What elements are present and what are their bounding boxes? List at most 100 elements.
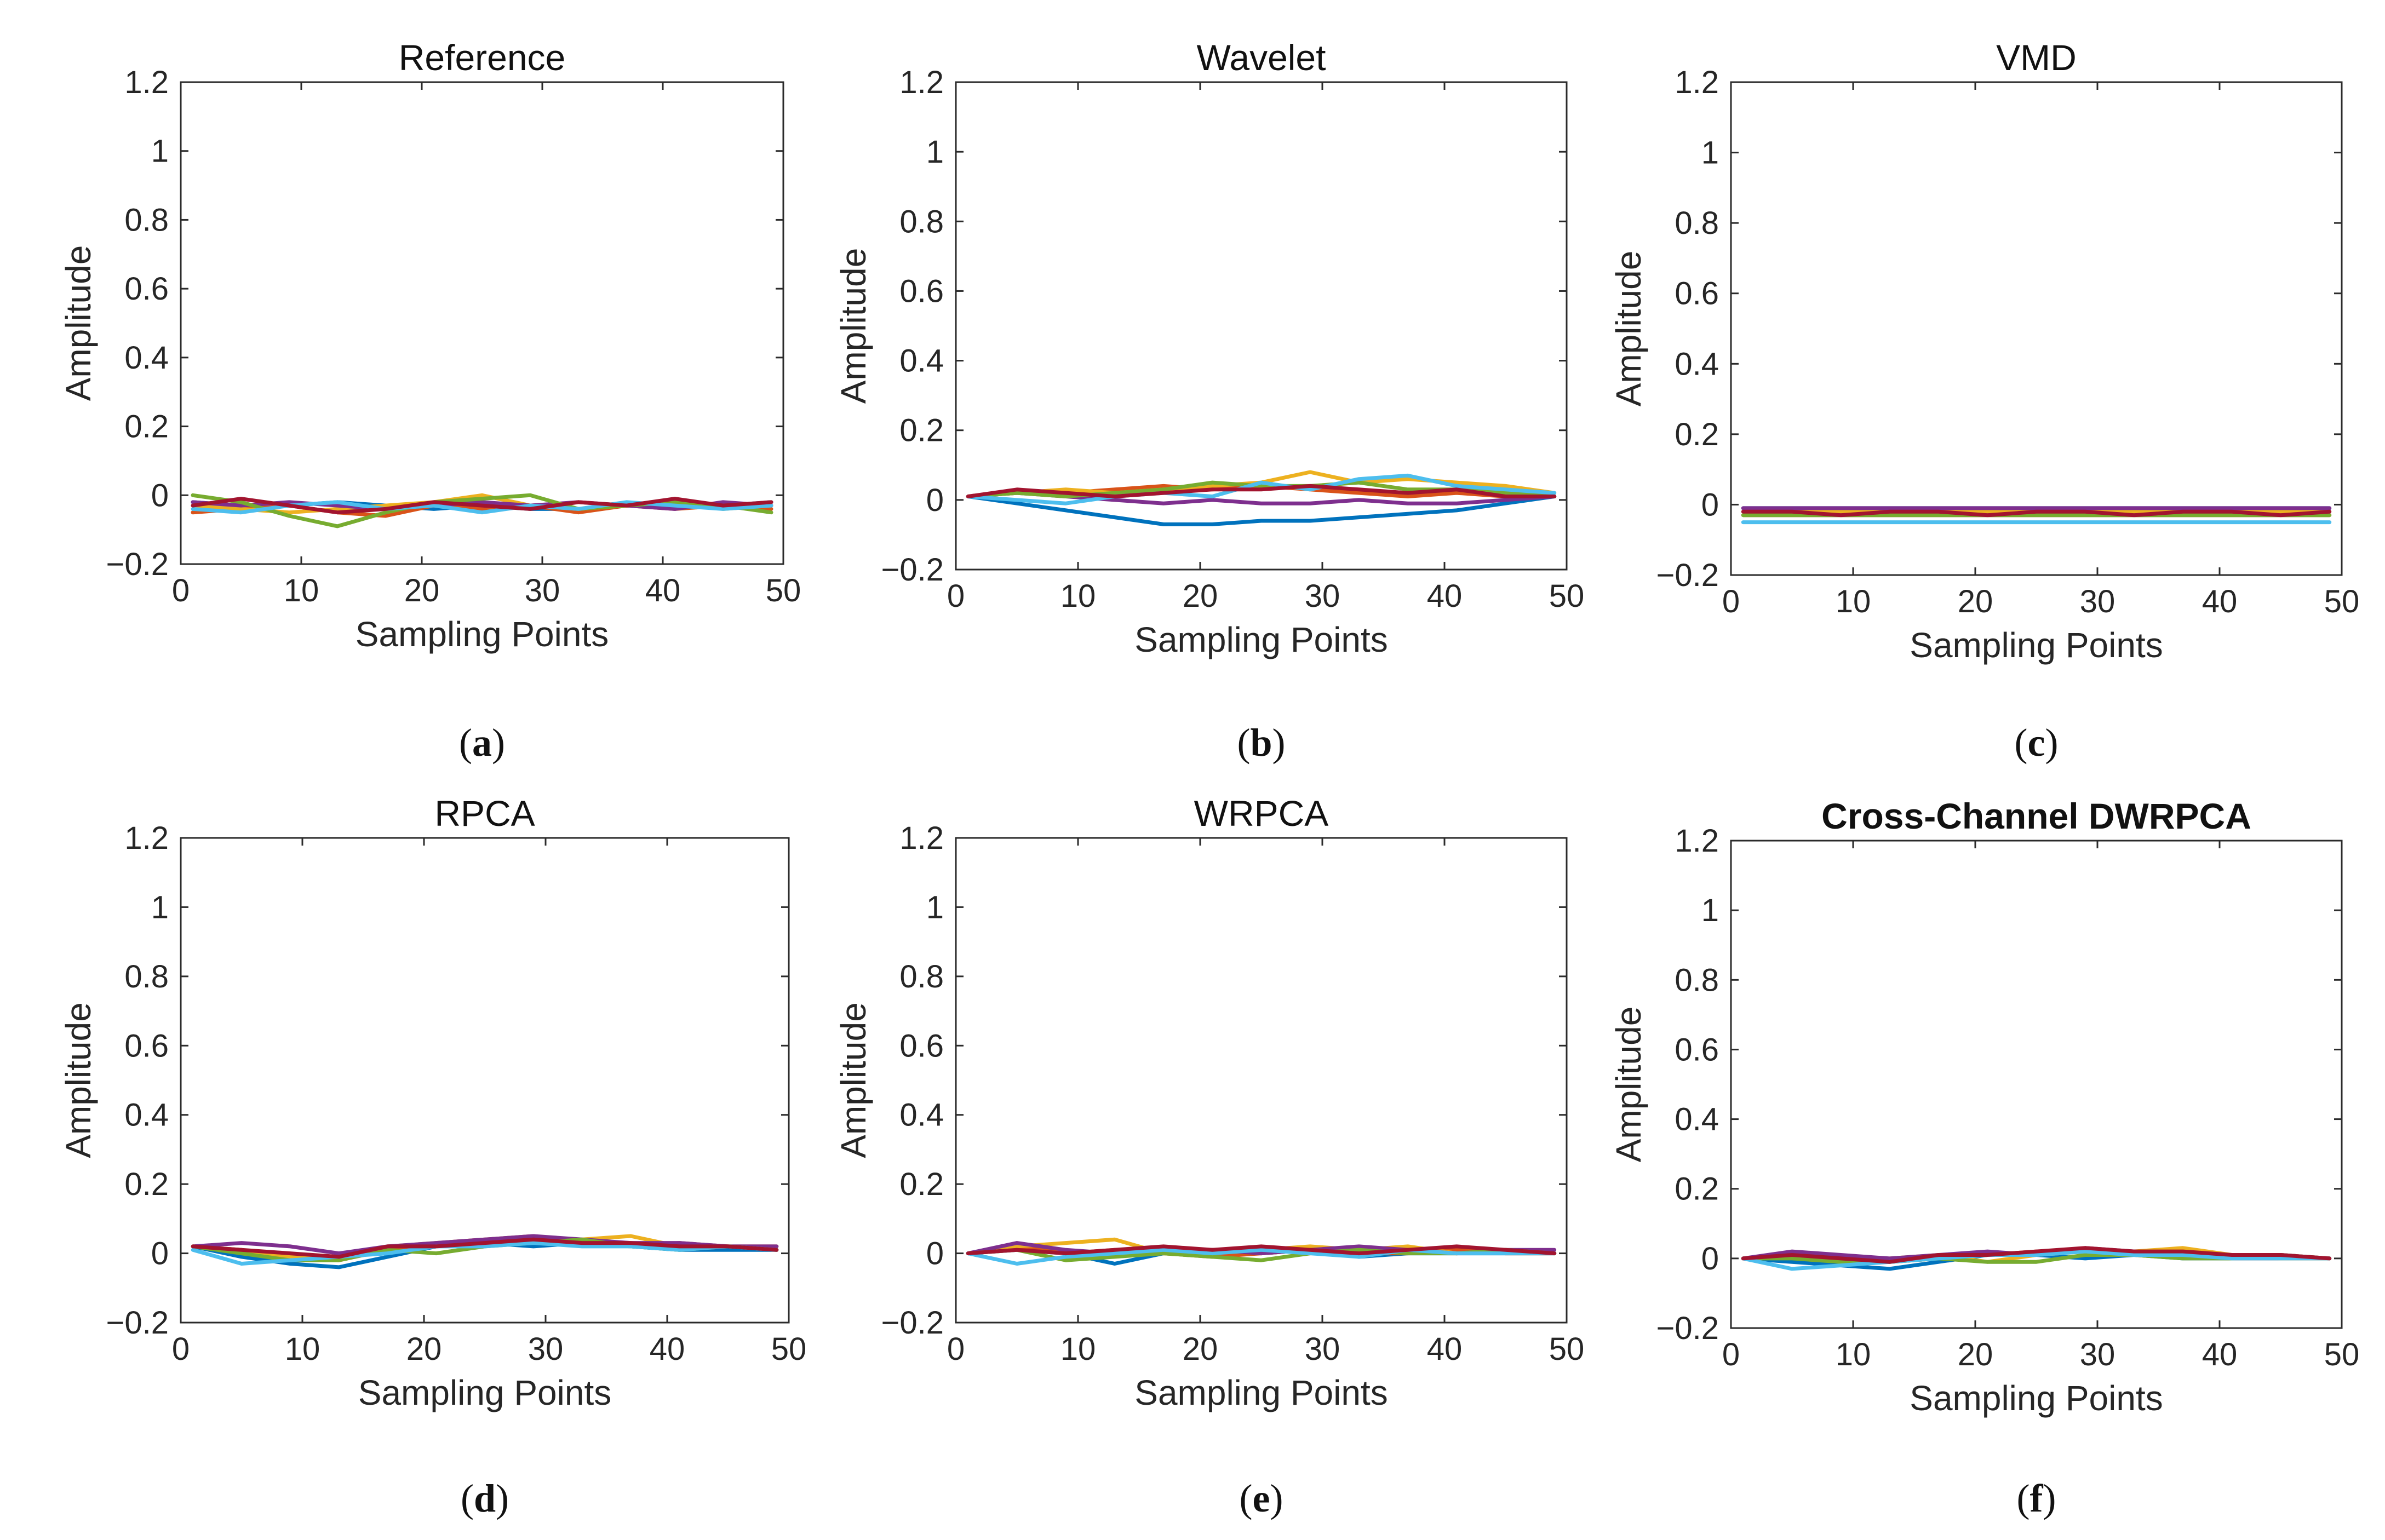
panel-f-title: Cross-Channel DWRPCA bbox=[1821, 796, 2251, 836]
panel-a-series-line-ch5 bbox=[191, 493, 773, 528]
panel-d-x-tick-label: 30 bbox=[528, 1331, 564, 1367]
panel-e-x-tick-label: 0 bbox=[947, 1331, 965, 1367]
panel-f-y-tick-label: 1 bbox=[1701, 893, 1719, 928]
panel-f-series-line-ch7 bbox=[1741, 1246, 2332, 1264]
panel-e-axes-box bbox=[955, 837, 1568, 1324]
panel-b-caption-letter: b bbox=[1250, 721, 1272, 765]
panel-b-series-line-ch6 bbox=[966, 473, 1557, 505]
panel-b-y-axis-label: Amplitude bbox=[834, 248, 873, 404]
panel-b-axes-box bbox=[955, 81, 1568, 571]
panel-a-series-line-ch4 bbox=[191, 500, 773, 511]
panel-e: 0 10 20 30 40 50−0.200.20.40.60.811.2WRPCASam… bbox=[834, 793, 1584, 1520]
panel-e-y-tick-label: 0.6 bbox=[899, 1028, 944, 1064]
panel-e-y-tick-label: 0.4 bbox=[899, 1097, 944, 1133]
panel-e-y-tick-label: 1 bbox=[926, 889, 944, 925]
panel-c-caption-letter: c bbox=[2028, 721, 2045, 765]
panel-c-x-axis-label: Sampling Points bbox=[1910, 625, 2163, 665]
panel-e-series-line-ch6 bbox=[966, 1248, 1557, 1266]
panel-a-x-tick-label: 40 bbox=[645, 573, 681, 608]
panel-f-axes-box bbox=[1730, 840, 2343, 1329]
panel-a-x-tick-label: 30 bbox=[525, 573, 560, 608]
panel-d-x-tick-label: 0 bbox=[172, 1331, 190, 1367]
panel-d-x-tick-label: 10 bbox=[285, 1331, 320, 1367]
panel-c-series-line-ch7 bbox=[1741, 509, 2332, 518]
panel-a-x-axis-label: Sampling Points bbox=[356, 614, 609, 654]
panel-c-title: VMD bbox=[1996, 37, 2077, 78]
panel-d-x-axis-label: Sampling Points bbox=[358, 1373, 611, 1412]
panel-f-caption: (f) bbox=[2017, 1476, 2056, 1520]
panel-d-y-tick-label: 0.8 bbox=[124, 959, 169, 995]
panel-f-y-tick-label: 0.2 bbox=[1675, 1171, 1719, 1207]
panel-c-axes-box bbox=[1730, 81, 2343, 576]
panel-c-y-tick-label: 0.8 bbox=[1675, 205, 1719, 241]
panel-b-x-tick-label: 50 bbox=[1549, 578, 1585, 614]
panel-e-y-tick-label: 0 bbox=[926, 1236, 944, 1272]
panel-e-y-axis-label: Amplitude bbox=[834, 1002, 873, 1158]
panel-f-x-tick-label: 20 bbox=[1958, 1337, 1993, 1372]
panel-d-y-tick-label: 0.4 bbox=[124, 1097, 169, 1133]
panel-d-axes-box bbox=[180, 837, 790, 1324]
panel-b-y-tick-label: 0.6 bbox=[899, 273, 944, 309]
panel-f-x-axis-label: Sampling Points bbox=[1910, 1378, 2163, 1418]
panel-a-axes-box bbox=[180, 81, 784, 565]
panel-d-series-line-ch6 bbox=[191, 1241, 779, 1266]
panel-e-y-tick-label: 0.8 bbox=[899, 959, 944, 995]
panel-f-y-tick-label: 0.6 bbox=[1675, 1032, 1719, 1067]
panel-b-title: Wavelet bbox=[1197, 37, 1326, 78]
panel-e-series-line-ch7 bbox=[966, 1244, 1557, 1256]
panel-a-y-tick-label: 1 bbox=[151, 134, 169, 169]
panel-a-caption: (a) bbox=[459, 721, 505, 765]
panel-e-caption-letter: e bbox=[1253, 1476, 1270, 1520]
panel-f-x-tick-label: 10 bbox=[1836, 1337, 1871, 1372]
panel-e-y-tick-label: 0.2 bbox=[899, 1167, 944, 1202]
panel-b-y-tick-label: 1 bbox=[926, 134, 944, 170]
panel-c-x-tick-label: 20 bbox=[1958, 584, 1993, 619]
panel-d-caption-letter: d bbox=[474, 1476, 496, 1520]
panel-f-x-tick-label: 40 bbox=[2202, 1337, 2238, 1372]
panel-f-x-tick-label: 30 bbox=[2080, 1337, 2115, 1372]
panel-a-y-tick-label: 0 bbox=[151, 478, 169, 513]
panel-f: 0 10 20 30 40 50−0.200.20.40.60.811.2Cross-Ch… bbox=[1609, 796, 2359, 1520]
panel-c-y-tick-label: 0 bbox=[1701, 487, 1719, 522]
panel-d-x-tick-label: 40 bbox=[650, 1331, 685, 1367]
panel-b-series-line-ch7 bbox=[966, 484, 1557, 498]
panel-a-title: Reference bbox=[399, 37, 566, 78]
panel-a-caption-letter: a bbox=[472, 721, 492, 765]
panel-b-y-tick-label: 1.2 bbox=[899, 65, 944, 100]
panel-d-y-tick-label: 1.2 bbox=[124, 820, 169, 856]
panel-a: 0 10 20 30 40 50−0.200.20.40.60.811.2Referenc… bbox=[59, 37, 801, 765]
panel-c-caption: (c) bbox=[2015, 721, 2059, 765]
panel-d-x-tick-label: 20 bbox=[406, 1331, 442, 1367]
panel-a-y-tick-label: 1.2 bbox=[124, 65, 169, 100]
panel-f-x-tick-label: 50 bbox=[2324, 1337, 2360, 1372]
panel-e-title: WRPCA bbox=[1194, 793, 1329, 834]
panel-b-caption: (b) bbox=[1237, 721, 1285, 765]
panel-a-series-line-ch7 bbox=[191, 497, 773, 515]
panel-c-x-tick-label: 0 bbox=[1722, 584, 1740, 619]
panel-a-x-tick-label: 20 bbox=[404, 573, 440, 608]
panel-c-x-tick-label: 40 bbox=[2202, 584, 2238, 619]
panel-b-x-tick-label: 40 bbox=[1427, 578, 1463, 614]
panel-f-y-tick-label: −0.2 bbox=[1656, 1311, 1719, 1346]
panel-e-x-tick-label: 20 bbox=[1183, 1331, 1218, 1367]
panel-c-y-tick-label: 0.4 bbox=[1675, 346, 1719, 382]
panel-f-x-tick-label: 0 bbox=[1722, 1337, 1740, 1372]
panel-f-caption-letter: f bbox=[2030, 1476, 2044, 1520]
panel-b: 0 10 20 30 40 50−0.200.20.40.60.811.2WaveletS… bbox=[834, 37, 1584, 765]
panel-b-x-tick-label: 0 bbox=[947, 578, 965, 614]
panel-c-y-tick-label: 1 bbox=[1701, 135, 1719, 171]
panel-e-x-tick-label: 10 bbox=[1060, 1331, 1096, 1367]
panel-b-x-axis-label: Sampling Points bbox=[1134, 620, 1388, 659]
panel-a-x-tick-label: 0 bbox=[172, 573, 190, 608]
panel-f-y-tick-label: 0.4 bbox=[1675, 1102, 1719, 1137]
panel-e-y-tick-label: 1.2 bbox=[899, 820, 944, 856]
panel-c-x-tick-label: 50 bbox=[2324, 584, 2360, 619]
panel-e-x-axis-label: Sampling Points bbox=[1134, 1373, 1388, 1412]
panel-b-series-line-ch1 bbox=[966, 495, 1557, 526]
panel-f-series-line-ch6 bbox=[1741, 1249, 2332, 1271]
panel-a-y-tick-label: 0.4 bbox=[124, 340, 169, 376]
panel-d-y-tick-label: 1 bbox=[151, 889, 169, 925]
panel-a-x-tick-label: 50 bbox=[766, 573, 801, 608]
panel-d-caption: (d) bbox=[461, 1476, 509, 1520]
